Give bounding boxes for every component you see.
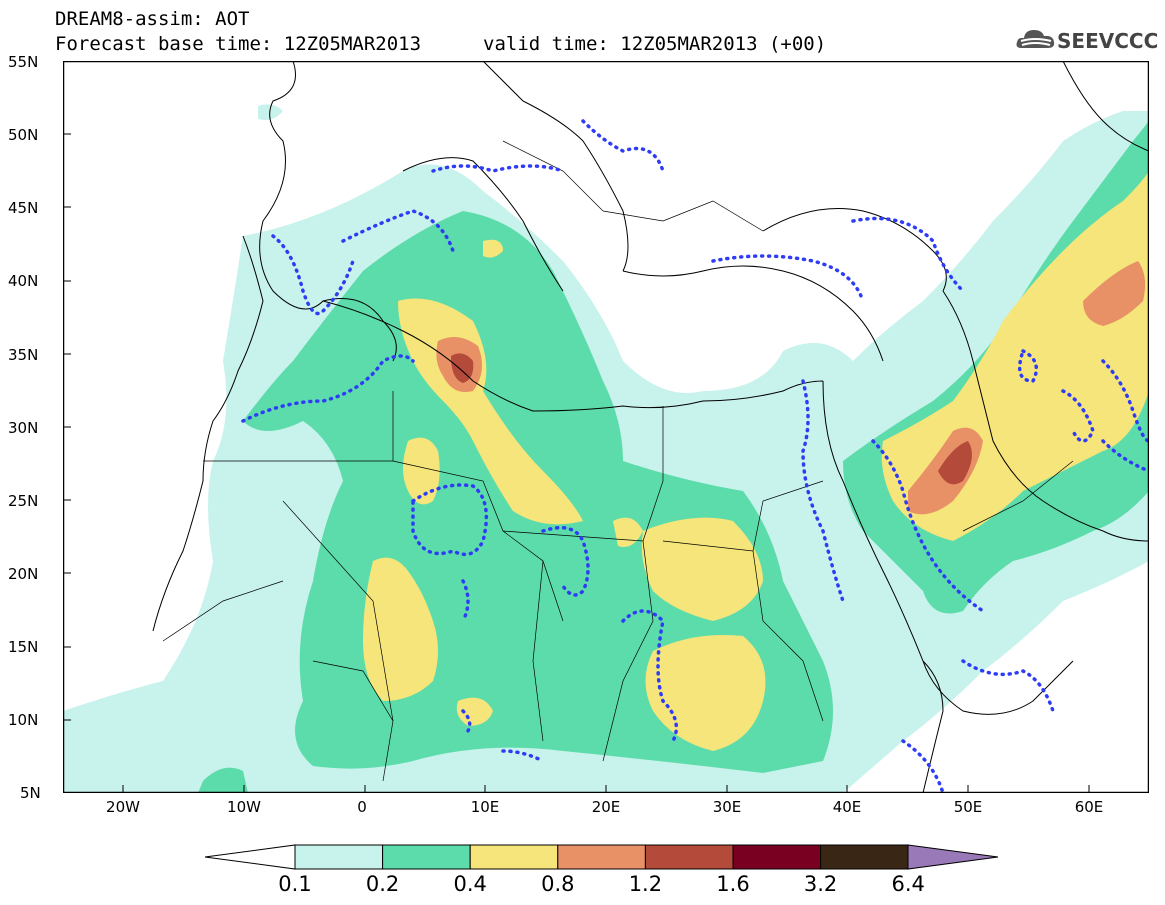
dotted-contours bbox=[241, 119, 1151, 795]
colorbar-cell-5 bbox=[732, 844, 822, 870]
colorbar-cell-6 bbox=[820, 844, 909, 870]
colorbar-label: 0.8 bbox=[541, 872, 575, 896]
aot-colorbar bbox=[204, 840, 1000, 875]
lat-label-15n: 15N bbox=[8, 638, 39, 656]
lon-label-10w: 10W bbox=[227, 798, 261, 816]
colorbar-over-arrow bbox=[907, 844, 999, 870]
valid-time: valid time: 12Z05MAR2013 (+00) bbox=[483, 33, 827, 55]
colorbar-label: 3.2 bbox=[803, 872, 838, 896]
country-borders bbox=[162, 140, 1074, 782]
lon-label-0: 0 bbox=[357, 798, 367, 816]
lat-label-45n: 45N bbox=[8, 199, 39, 217]
lat-label-5n: 5N bbox=[20, 784, 41, 802]
map-title: DREAM8-assim: AOT bbox=[55, 8, 250, 30]
lon-label-50e: 50E bbox=[953, 798, 983, 816]
map-canvas bbox=[62, 60, 1151, 795]
lon-label-20w: 20W bbox=[106, 798, 140, 816]
colorbar-label: 0.2 bbox=[365, 872, 400, 896]
lat-label-50n: 50N bbox=[8, 126, 39, 144]
logo-text: SEEVCCC bbox=[1057, 29, 1159, 53]
cloud-logo-icon bbox=[1016, 30, 1055, 48]
lon-label-60e: 60E bbox=[1074, 798, 1104, 816]
lat-label-25n: 25N bbox=[8, 492, 39, 510]
lat-label-35n: 35N bbox=[8, 346, 39, 364]
colorbar-cell-0 bbox=[294, 844, 384, 870]
lon-label-20e: 20E bbox=[591, 798, 621, 816]
colorbar-cell-4 bbox=[644, 844, 734, 870]
forecast-base-time: Forecast base time: 12Z05MAR2013 bbox=[55, 33, 422, 55]
colorbar-label: 1.2 bbox=[628, 872, 663, 896]
lat-label-40n: 40N bbox=[8, 272, 39, 290]
colorbar-label: 0.1 bbox=[278, 872, 312, 896]
lat-label-55n: 55N bbox=[8, 53, 39, 71]
colorbar-cell-1 bbox=[382, 844, 471, 870]
lat-label-30n: 30N bbox=[8, 419, 39, 437]
colorbar-svg bbox=[204, 844, 999, 870]
colorbar-label: 6.4 bbox=[891, 872, 925, 896]
aot-forecast-map bbox=[62, 60, 1151, 795]
colorbar-cell-2 bbox=[469, 844, 559, 870]
lat-label-10n: 10N bbox=[8, 711, 39, 729]
colorbar-under-arrow bbox=[204, 844, 296, 870]
lon-label-40e: 40E bbox=[832, 798, 862, 816]
axis-ticks bbox=[63, 133, 1090, 793]
lon-label-10e: 10E bbox=[470, 798, 500, 816]
seevccc-logo: SEEVCCC bbox=[1015, 24, 1159, 60]
colorbar-label: 0.4 bbox=[453, 872, 487, 896]
colorbar-label: 1.6 bbox=[716, 872, 750, 896]
lat-label-20n: 20N bbox=[8, 565, 39, 583]
colorbar-cell-3 bbox=[557, 844, 646, 870]
lon-label-30e: 30E bbox=[712, 798, 742, 816]
